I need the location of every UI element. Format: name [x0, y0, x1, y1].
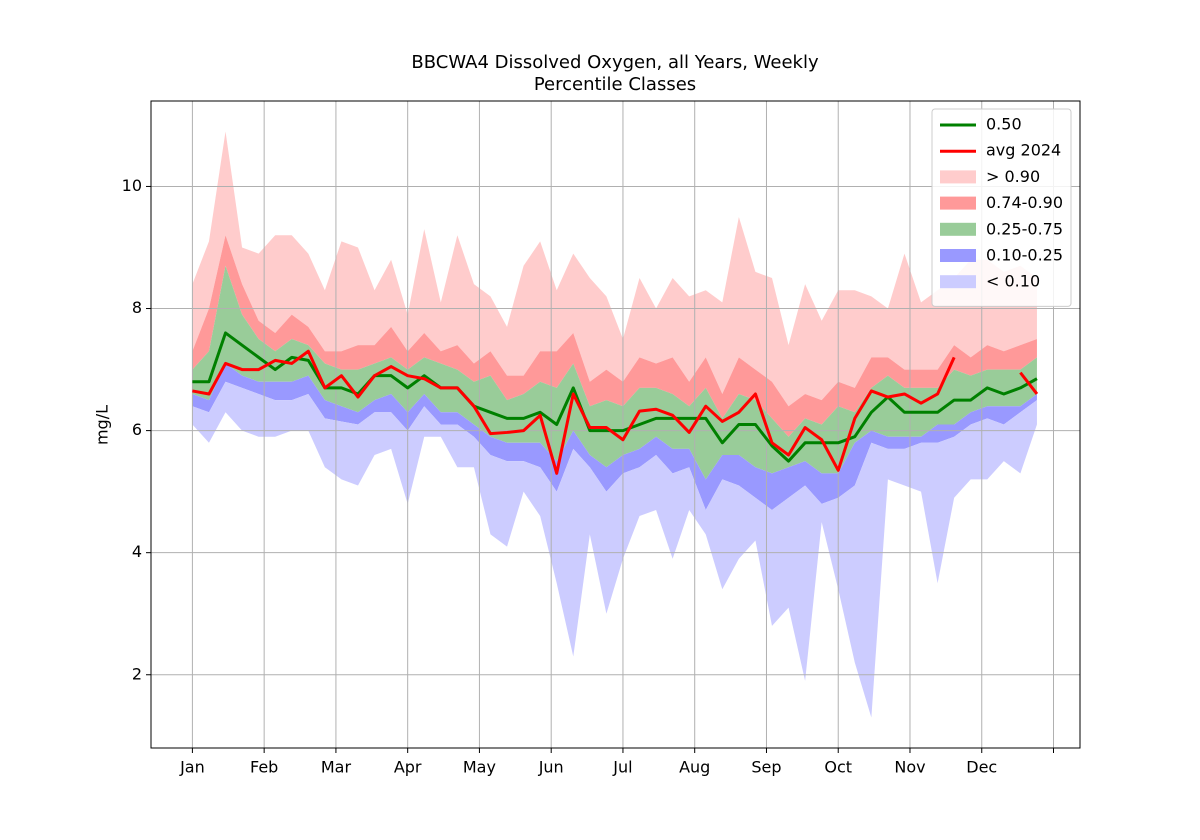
x-tick-label: Mar: [321, 758, 352, 777]
series-line: [192, 331, 1038, 463]
y-tick-label: 4: [132, 542, 142, 561]
band-area: [192, 381, 1037, 718]
x-tick-label: Jan: [179, 758, 205, 777]
x-tick-label: Aug: [679, 758, 710, 777]
band-area: [192, 265, 1037, 480]
y-axis-label: mg/L: [93, 405, 112, 445]
chart-title: Percentile Classes: [534, 74, 696, 95]
band-area: [192, 235, 1037, 437]
legend-label: 0.74-0.90: [986, 193, 1063, 212]
y-tick-label: 8: [132, 298, 142, 317]
x-tick-label: Sep: [751, 758, 781, 777]
legend-label: < 0.10: [986, 272, 1040, 291]
x-tick-label: Nov: [894, 758, 925, 777]
legend-swatch: [940, 275, 976, 289]
legend-label: avg 2024: [986, 141, 1061, 160]
legend-swatch: [940, 196, 976, 210]
x-tick-label: Oct: [824, 758, 852, 777]
y-tick-label: 2: [132, 664, 142, 683]
band-area: [192, 131, 1037, 407]
axes: 2 4 6 8 10 Jan Feb Mar Apr May Jun Jul Aug Sep Oct Nov D…: [122, 176, 1055, 777]
x-tick-label: Feb: [250, 758, 278, 777]
y-tick-label: 10: [122, 176, 142, 195]
legend: 0.50 avg 2024 > 0.90 0.74-0.90 0.25-0.75 0.10…: [931, 108, 1072, 307]
bands: [192, 131, 1037, 718]
x-tick-label: Jul: [612, 758, 632, 777]
series-line: [192, 349, 956, 475]
legend-swatch: [940, 170, 976, 184]
x-tick-label: Jun: [538, 758, 564, 777]
chart-title: BBCWA4 Dissolved Oxygen, all Years, Week…: [411, 52, 819, 73]
plot-frame: [150, 100, 1081, 749]
legend-label: > 0.90: [986, 167, 1040, 186]
x-tick-label: Dec: [966, 758, 997, 777]
legend-label: 0.10-0.25: [986, 246, 1063, 265]
y-tick-label: 6: [132, 420, 142, 439]
series-line: [1019, 371, 1039, 395]
x-tick-label: May: [463, 758, 496, 777]
legend-label: 0.50: [986, 115, 1022, 134]
legend-swatch: [940, 222, 976, 236]
legend-label: 0.25-0.75: [986, 219, 1063, 238]
band-area: [192, 363, 1037, 510]
lines: [192, 331, 1039, 475]
legend-swatch: [940, 249, 976, 262]
x-tick-label: Apr: [394, 758, 422, 777]
